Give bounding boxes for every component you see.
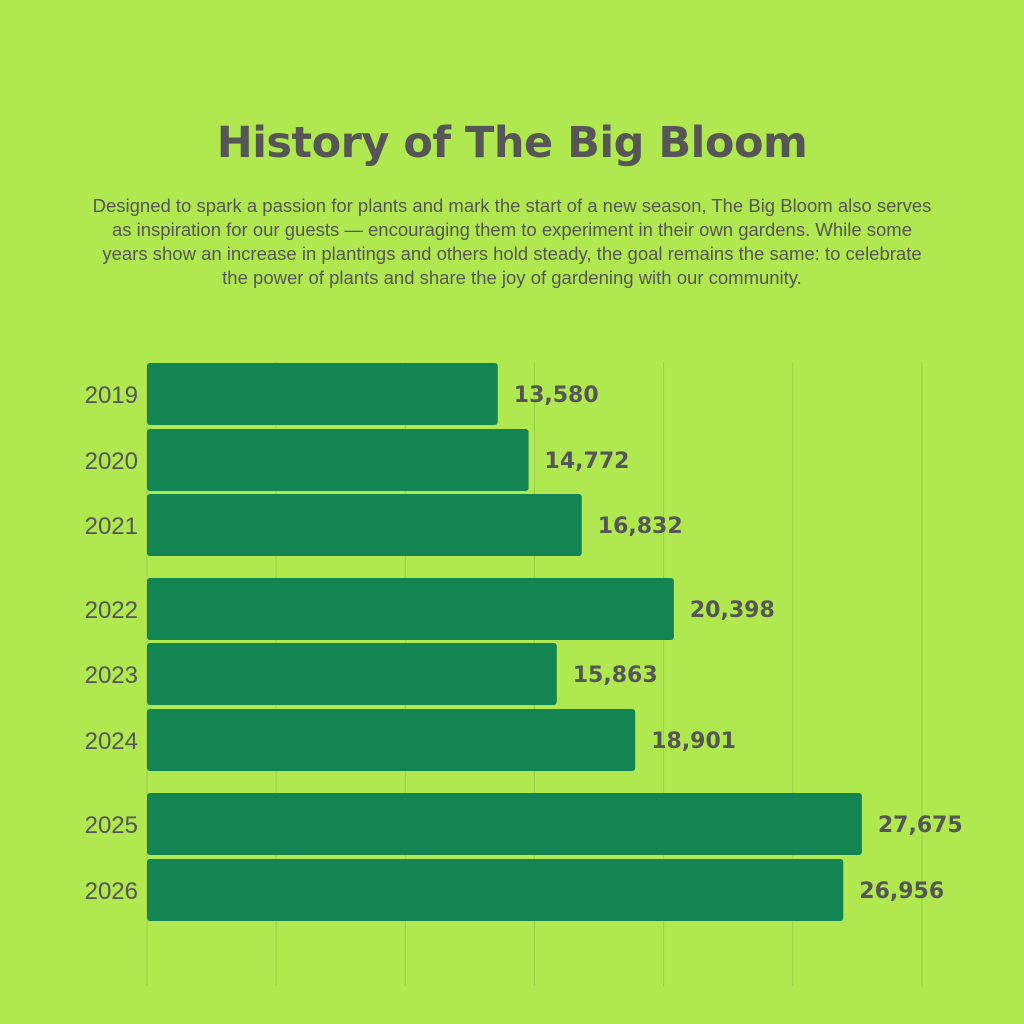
- bar-2024: [147, 709, 636, 771]
- year-label-2025: 2025: [85, 812, 138, 839]
- bar-2025: [147, 793, 862, 855]
- year-label-2022: 2022: [85, 597, 138, 624]
- bar-2021: [147, 494, 582, 556]
- value-label-2025: 27,675: [878, 813, 963, 838]
- page-description: Designed to spark a passion for plants a…: [92, 195, 932, 288]
- year-label-2023: 2023: [85, 662, 138, 689]
- bar-2019: [147, 363, 498, 425]
- value-label-2022: 20,398: [690, 598, 775, 623]
- value-label-2026: 26,956: [859, 879, 944, 904]
- bars: [147, 363, 862, 921]
- value-label-2024: 18,901: [651, 729, 736, 754]
- bar-2023: [147, 643, 557, 705]
- value-label-2020: 14,772: [545, 449, 630, 474]
- bar-2022: [147, 578, 674, 640]
- category-labels: 2019 2020 2021 2022 2023 2024 2025 2026: [85, 382, 138, 905]
- value-labels: 13,580 14,772 16,832 20,398 15,863 18,901 27,6…: [514, 383, 963, 904]
- year-label-2021: 2021: [85, 513, 138, 540]
- year-label-2026: 2026: [85, 878, 138, 905]
- year-label-2019: 2019: [85, 382, 138, 409]
- year-label-2024: 2024: [85, 728, 138, 755]
- value-label-2021: 16,832: [598, 514, 683, 539]
- value-label-2019: 13,580: [514, 383, 599, 408]
- year-label-2020: 2020: [85, 448, 138, 475]
- value-label-2023: 15,863: [573, 663, 658, 688]
- bar-2020: [147, 429, 529, 491]
- bar-2026: [147, 859, 844, 921]
- page-title: History of The Big Bloom: [216, 118, 808, 168]
